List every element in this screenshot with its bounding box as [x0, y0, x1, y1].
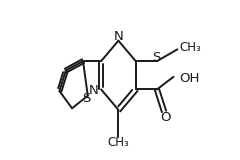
Text: CH₃: CH₃	[180, 41, 202, 54]
Text: S: S	[82, 92, 90, 105]
Text: CH₃: CH₃	[108, 136, 129, 149]
Text: OH: OH	[179, 72, 199, 85]
Text: N: N	[114, 30, 123, 43]
Text: S: S	[152, 52, 160, 64]
Text: N: N	[89, 84, 98, 97]
Text: O: O	[160, 111, 171, 124]
